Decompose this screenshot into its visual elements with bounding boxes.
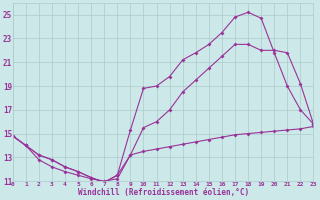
X-axis label: Windchill (Refroidissement éolien,°C): Windchill (Refroidissement éolien,°C) xyxy=(77,188,249,197)
